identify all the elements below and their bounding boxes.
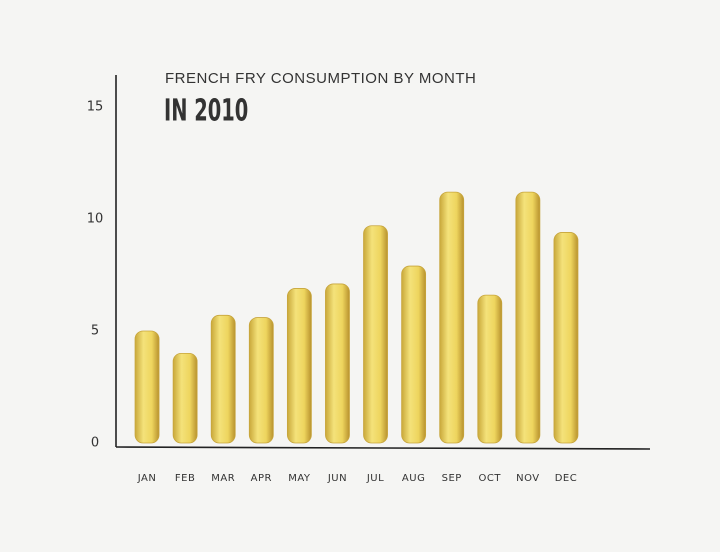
bar — [553, 232, 579, 444]
x-tick-label: AUG — [402, 473, 425, 484]
bar — [439, 191, 465, 444]
x-tick-label: MAY — [288, 473, 311, 484]
x-tick-label: JUN — [327, 473, 347, 484]
x-tick-label: OCT — [479, 473, 502, 484]
x-tick-label: JUL — [366, 473, 384, 484]
bar — [286, 288, 312, 444]
bar — [134, 330, 160, 444]
y-tick-label: 10 — [87, 212, 104, 227]
y-tick-label: 5 — [91, 324, 99, 339]
x-tick-label: APR — [251, 473, 272, 484]
bar — [363, 225, 388, 444]
x-tick-label: FEB — [175, 473, 195, 484]
bar — [210, 314, 236, 444]
chart-title: FRENCH FRY CONSUMPTION BY MONTH — [165, 70, 476, 87]
bar — [172, 352, 198, 444]
y-tick-label: 0 — [91, 436, 99, 451]
bar — [401, 265, 427, 444]
bar — [477, 294, 503, 444]
x-tick-label: DEC — [555, 473, 578, 484]
bar — [248, 317, 274, 444]
x-tick-label: NOV — [516, 473, 540, 484]
x-tick-label: MAR — [211, 473, 235, 484]
bar — [515, 191, 541, 444]
x-tick-label: SEP — [442, 473, 462, 484]
x-tick-label: JAN — [137, 473, 157, 484]
x-axis — [115, 446, 651, 450]
bar — [325, 283, 350, 444]
chart-subtitle: IN 2010 — [164, 94, 248, 128]
y-tick-label: 15 — [87, 100, 104, 115]
